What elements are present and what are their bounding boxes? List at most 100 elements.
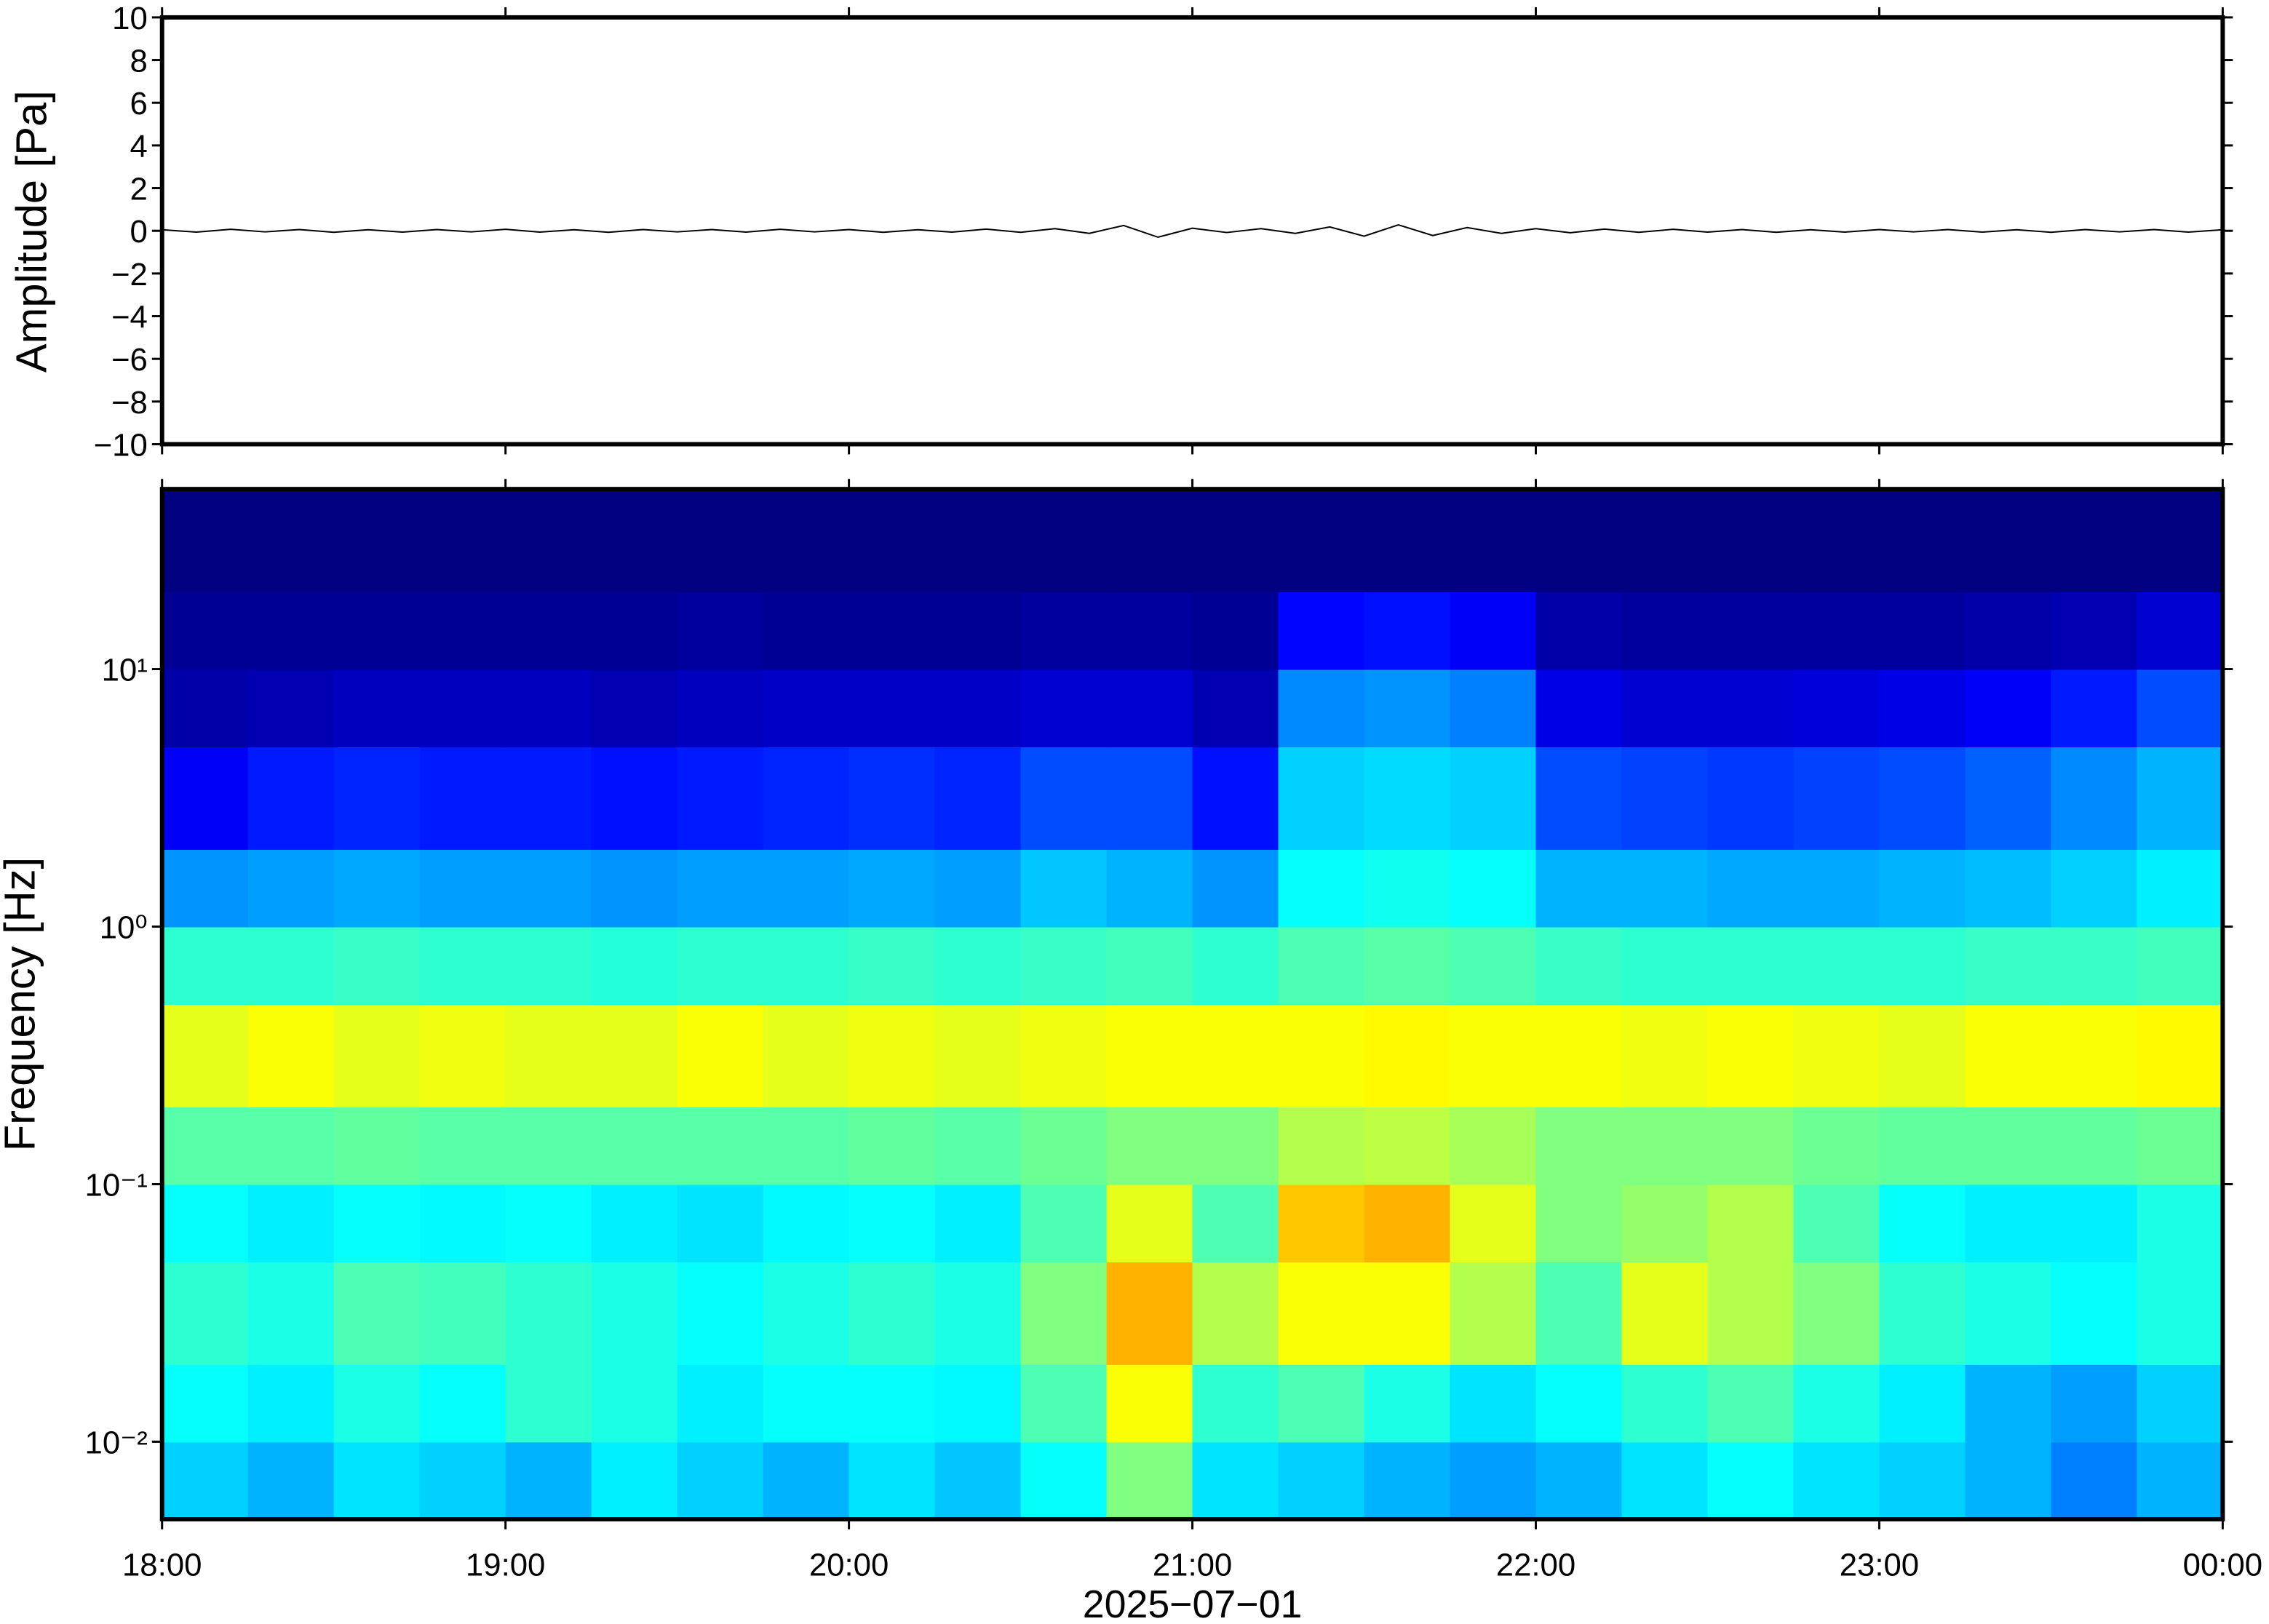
spectrogram-cell	[1192, 848, 1279, 928]
spectrogram-cell	[1707, 1184, 1795, 1263]
spectrogram-cell	[1793, 1262, 1880, 1365]
spectrogram-cell	[1793, 489, 1880, 593]
spectrogram-cell	[763, 1106, 850, 1185]
spectrogram-cell	[419, 592, 506, 670]
spectrogram-cell	[1364, 669, 1451, 748]
spectrogram-cell	[1450, 489, 1537, 593]
spectrogram-cell	[2137, 1184, 2224, 1263]
spectrogram-cell	[1020, 848, 1108, 928]
spectrogram-cell	[333, 1364, 421, 1443]
spectrogram-cell	[162, 1364, 249, 1443]
spectrogram-cell	[1450, 1441, 1537, 1520]
spectrogram-cell	[419, 1184, 506, 1263]
spectrogram-cell	[1106, 592, 1193, 670]
spectrogram-cell	[677, 489, 764, 593]
spectrogram-cell	[1707, 848, 1795, 928]
y-tick-label: −10	[94, 427, 148, 463]
spectrogram-cell	[934, 1262, 1022, 1365]
plot-frame	[159, 15, 2225, 447]
spectrogram-cell	[1965, 1004, 2052, 1107]
x-axis-title: 2025−07−01	[1083, 1583, 1303, 1624]
spectrogram-cell	[2137, 1106, 2224, 1185]
spectrogram-cell	[1450, 926, 1537, 1006]
x-tick-label: 18:00	[122, 1548, 202, 1583]
spectrogram-cell	[1965, 1106, 2052, 1185]
spectrogram-cell	[2137, 848, 2224, 928]
spectrogram-cell	[677, 848, 764, 928]
spectrogram-cell	[1621, 1364, 1709, 1443]
y-tick-label: −4	[111, 299, 148, 335]
spectrogram-cell	[1965, 1184, 2052, 1263]
spectrogram-cell	[1621, 669, 1709, 748]
spectrogram-cell	[934, 1004, 1022, 1107]
spectrogram-cell	[677, 1106, 764, 1185]
spectrogram-cell	[1450, 592, 1537, 670]
spectrogram-cell	[591, 489, 678, 593]
spectrogram-cell	[677, 1262, 764, 1365]
y-axis-title: Amplitude [Pa]	[7, 90, 56, 373]
spectrogram-cell	[419, 747, 506, 850]
y-tick-label: 8	[130, 43, 148, 79]
spectrogram-cell	[677, 592, 764, 670]
spectrogram-cell	[1621, 489, 1709, 593]
spectrogram-cell	[1364, 1262, 1451, 1365]
spectrogram-cell	[2051, 1106, 2138, 1185]
spectrogram-cell	[419, 1441, 506, 1520]
spectrogram-cell	[1879, 669, 1966, 748]
spectrogram-cell	[505, 669, 592, 748]
spectrogram-cell	[1106, 848, 1193, 928]
spectrogram-cell	[333, 1184, 421, 1263]
spectrogram-cell	[2051, 592, 2138, 670]
spectrogram-cell	[1707, 747, 1795, 850]
spectrogram-cell	[2137, 1364, 2224, 1443]
spectrogram-cell	[1192, 1184, 1279, 1263]
spectrogram-cell	[162, 489, 249, 593]
y-tick-label: −6	[111, 342, 148, 378]
spectrogram-cell	[247, 1364, 335, 1443]
spectrogram-cell	[763, 926, 850, 1006]
spectrogram-cell	[1965, 1441, 2052, 1520]
spectrogram-cell	[2051, 926, 2138, 1006]
spectrogram-cell	[2137, 926, 2224, 1006]
spectrogram-cell	[162, 848, 249, 928]
spectrogram-cell	[1879, 1184, 1966, 1263]
spectrogram-cell	[1278, 848, 1365, 928]
spectrogram-cell	[333, 926, 421, 1006]
spectrogram-cell	[2051, 489, 2138, 593]
spectrogram-cell	[934, 669, 1022, 748]
spectrogram-cell	[591, 1106, 678, 1185]
spectrogram-cell	[1450, 669, 1537, 748]
spectrogram-cell	[419, 1262, 506, 1365]
spectrogram-cell	[677, 1364, 764, 1443]
spectrogram-cell	[247, 592, 335, 670]
spectrogram-cell	[1106, 1441, 1193, 1520]
spectrogram-cell	[1879, 1441, 1966, 1520]
spectrogram-cell	[1879, 1004, 1966, 1107]
spectrogram-cell	[677, 1441, 764, 1520]
spectrogram-cell	[162, 592, 249, 670]
spectrogram-cell	[1879, 1106, 1966, 1185]
y-tick-label: −8	[111, 385, 148, 421]
spectrogram-cell	[1793, 1184, 1880, 1263]
spectrogram-cell	[1535, 1106, 1623, 1185]
spectrogram-cell	[1535, 1004, 1623, 1107]
spectrogram-cell	[247, 747, 335, 850]
spectrogram-cell	[1793, 926, 1880, 1006]
spectrogram-cell	[1879, 747, 1966, 850]
spectrogram-cell	[2137, 669, 2224, 748]
spectrogram-cell	[1278, 1004, 1365, 1107]
y-tick-label: −2	[111, 257, 148, 292]
spectrogram-cell	[419, 669, 506, 748]
spectrogram-cell	[1106, 1364, 1193, 1443]
spectrogram-cell	[2137, 1441, 2224, 1520]
spectrogram-cell	[1621, 592, 1709, 670]
spectrogram-cell	[247, 669, 335, 748]
spectrogram-cell	[1535, 848, 1623, 928]
spectrogram-cell	[333, 1106, 421, 1185]
spectrogram-cell	[1106, 1184, 1193, 1263]
spectrogram-cell	[1535, 592, 1623, 670]
spectrogram-cell	[1450, 1364, 1537, 1443]
spectrogram-cell	[505, 1441, 592, 1520]
spectrogram-cell	[1450, 1184, 1537, 1263]
